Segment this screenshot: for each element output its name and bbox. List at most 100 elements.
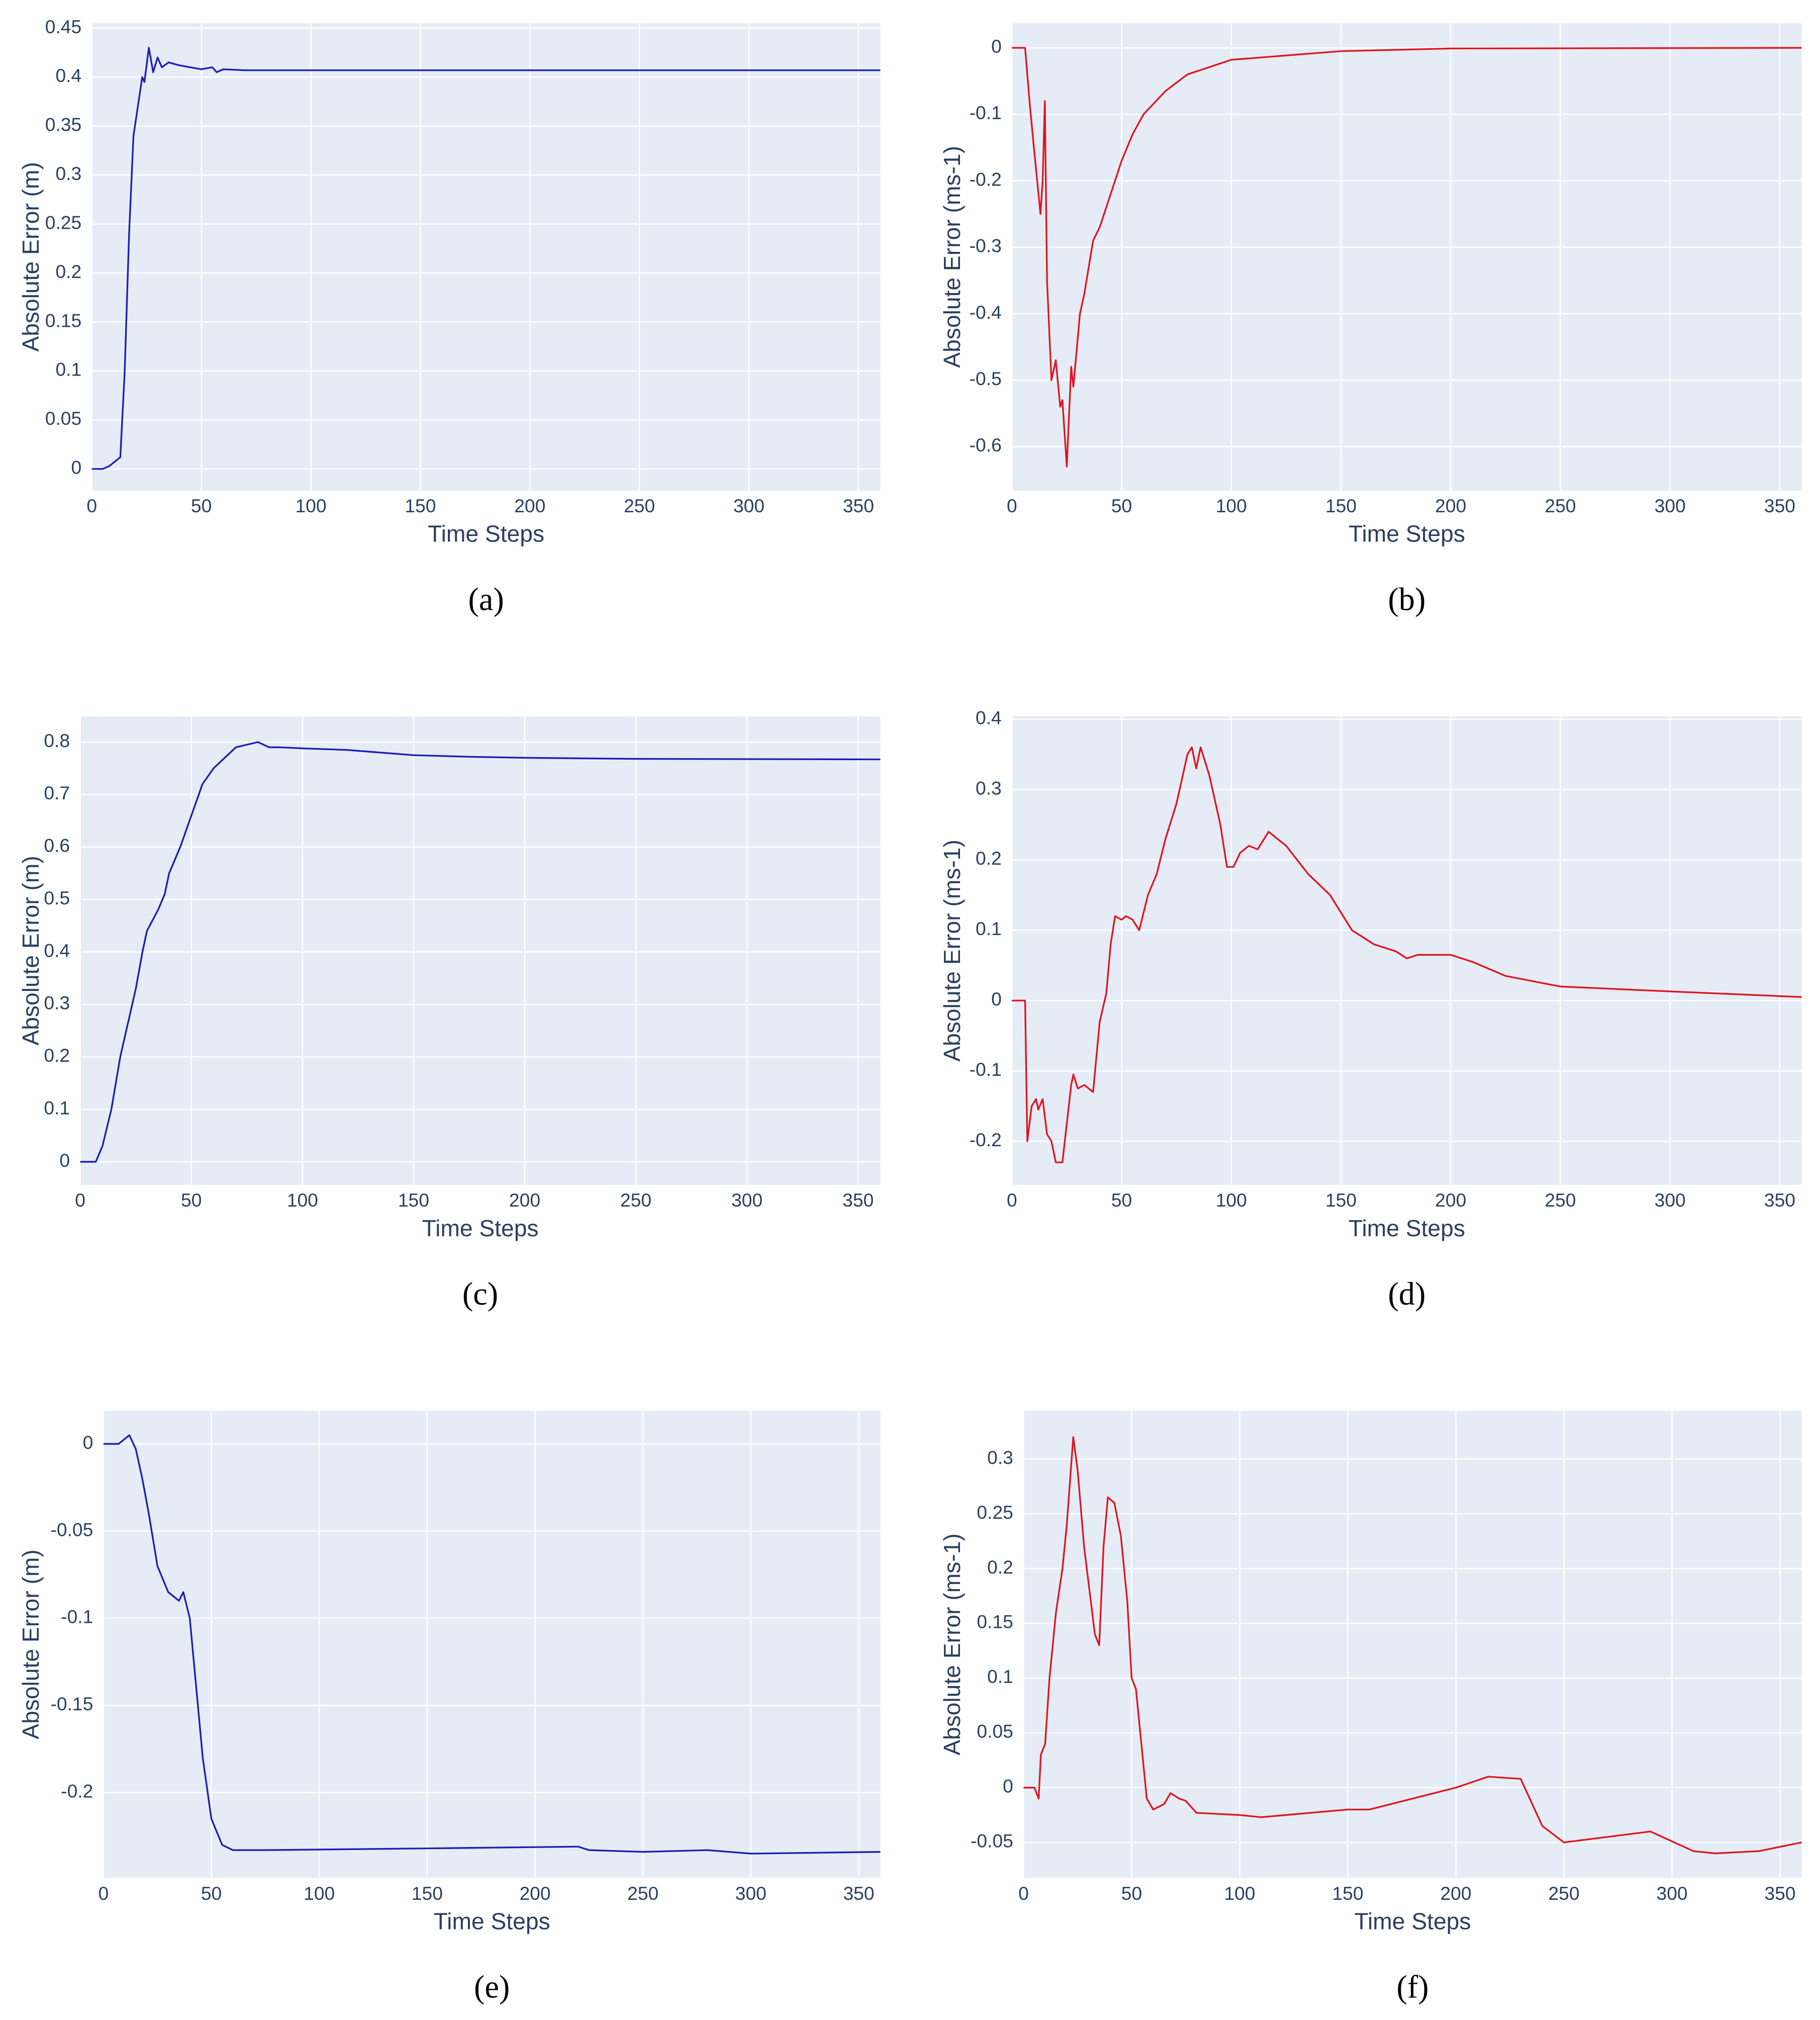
y-tick-label: -0.5 — [970, 368, 1002, 389]
x-tick-label: 200 — [1440, 1883, 1471, 1904]
x-tick-label: 50 — [1111, 1189, 1132, 1211]
y-tick-label: 0.1 — [55, 359, 81, 380]
y-tick-label: 0.35 — [45, 114, 81, 135]
x-tick-label: 150 — [1325, 1189, 1357, 1211]
y-tick-label: 0.15 — [977, 1611, 1013, 1632]
data-line — [1023, 1436, 1802, 1855]
x-tick-label: 350 — [843, 1883, 874, 1904]
caption: (d) — [1388, 1276, 1426, 1312]
x-tick-label: 50 — [191, 495, 212, 516]
x-tick-label: 50 — [181, 1189, 202, 1211]
y-tick-label: -0.05 — [50, 1519, 93, 1540]
x-tick-label: 200 — [1435, 1189, 1466, 1211]
y-tick-label: -0.4 — [970, 302, 1002, 323]
x-tick-label: 250 — [1545, 495, 1576, 516]
y-tick-label: 0.45 — [45, 16, 81, 37]
caption: (a) — [468, 582, 504, 617]
data-line — [1012, 746, 1802, 1163]
plot-area — [1012, 716, 1802, 1185]
x-tick-label: 300 — [1657, 1883, 1688, 1904]
y-tick-label: -0.3 — [970, 235, 1002, 256]
x-tick-label: 150 — [398, 1189, 429, 1211]
x-tick-label: 100 — [304, 1883, 335, 1904]
x-axis-title: Time Steps — [428, 521, 544, 547]
data-line — [103, 1434, 881, 1855]
x-tick-label: 50 — [1121, 1883, 1142, 1904]
x-tick-label: 300 — [733, 495, 764, 516]
x-tick-label: 0 — [1007, 495, 1017, 516]
x-tick-label: 200 — [514, 495, 545, 516]
x-tick-label: 350 — [843, 495, 874, 516]
plot-area — [1023, 1411, 1802, 1878]
data-line — [80, 741, 881, 1163]
x-tick-label: 300 — [1655, 1189, 1686, 1211]
x-tick-label: 250 — [624, 495, 655, 516]
y-tick-label: 0.25 — [45, 212, 81, 233]
caption: (e) — [474, 1969, 510, 2005]
x-tick-label: 300 — [735, 1883, 767, 1904]
y-tick-label: 0 — [71, 457, 82, 478]
plot-area — [80, 716, 881, 1185]
x-tick-label: 0 — [1018, 1883, 1029, 1904]
y-axis-title: Absolute Error (ms-1) — [939, 1533, 965, 1756]
data-line — [91, 47, 881, 470]
x-tick-label: 150 — [1332, 1883, 1363, 1904]
y-tick-label: -0.2 — [970, 1129, 1002, 1150]
y-tick-label: -0.1 — [970, 1059, 1002, 1080]
y-tick-label: 0.3 — [44, 992, 70, 1014]
y-tick-label: 0.4 — [44, 940, 70, 961]
x-axis-title: Time Steps — [1349, 1215, 1465, 1241]
y-tick-label: 0.2 — [987, 1556, 1013, 1578]
x-tick-label: 250 — [620, 1189, 651, 1211]
x-tick-label: 150 — [405, 495, 436, 516]
y-tick-label: 0.1 — [44, 1097, 70, 1118]
x-axis-title: Time Steps — [1355, 1908, 1471, 1935]
x-tick-label: 0 — [75, 1189, 85, 1211]
y-tick-label: -0.6 — [970, 434, 1002, 455]
y-axis-title: Absolute Error (m) — [18, 1549, 44, 1739]
y-tick-label: 0.2 — [976, 848, 1002, 869]
x-tick-label: 100 — [295, 495, 326, 516]
data-line — [1012, 47, 1802, 468]
y-axis-title: Absolute Error (m) — [18, 856, 44, 1045]
x-tick-label: 200 — [509, 1189, 540, 1211]
y-tick-label: 0.5 — [44, 887, 70, 908]
y-axis-title: Absolute Error (m) — [18, 162, 44, 351]
x-tick-label: 100 — [1216, 495, 1247, 516]
y-tick-label: 0 — [991, 36, 1002, 57]
y-tick-label: 0.05 — [977, 1721, 1013, 1742]
y-tick-label: 0.3 — [55, 163, 81, 184]
y-axis-title: Absolute Error (ms-1) — [939, 840, 965, 1062]
y-tick-label: 0 — [83, 1432, 93, 1453]
x-tick-label: 150 — [412, 1883, 443, 1904]
x-axis-title: Time Steps — [1349, 521, 1465, 547]
y-tick-label: 0.2 — [55, 261, 81, 282]
x-tick-label: 0 — [86, 495, 97, 516]
x-tick-label: 100 — [1224, 1883, 1255, 1904]
y-tick-label: 0.25 — [977, 1502, 1013, 1523]
x-tick-label: 100 — [287, 1189, 318, 1211]
y-tick-label: 0.05 — [45, 408, 81, 429]
y-tick-label: -0.2 — [61, 1780, 93, 1801]
y-tick-label: -0.1 — [61, 1606, 93, 1627]
y-tick-label: 0.15 — [45, 310, 81, 331]
y-tick-label: 0.3 — [987, 1447, 1013, 1468]
x-tick-label: 50 — [201, 1883, 222, 1904]
plot-area — [1012, 23, 1802, 491]
y-tick-label: 0.2 — [44, 1045, 70, 1066]
x-axis-title: Time Steps — [422, 1215, 539, 1241]
y-axis-title: Absolute Error (ms-1) — [939, 146, 965, 368]
y-tick-label: 0.1 — [976, 918, 1002, 939]
y-tick-label: 0.4 — [976, 707, 1002, 728]
x-tick-label: 350 — [1764, 495, 1795, 516]
x-tick-label: 100 — [1216, 1189, 1247, 1211]
y-tick-label: 0.8 — [44, 730, 70, 751]
caption: (f) — [1396, 1969, 1428, 2005]
y-tick-label: -0.05 — [971, 1830, 1013, 1852]
y-tick-label: 0 — [59, 1150, 70, 1171]
plot-area — [103, 1411, 881, 1878]
x-tick-label: 350 — [842, 1189, 874, 1211]
y-tick-label: -0.1 — [970, 102, 1002, 123]
